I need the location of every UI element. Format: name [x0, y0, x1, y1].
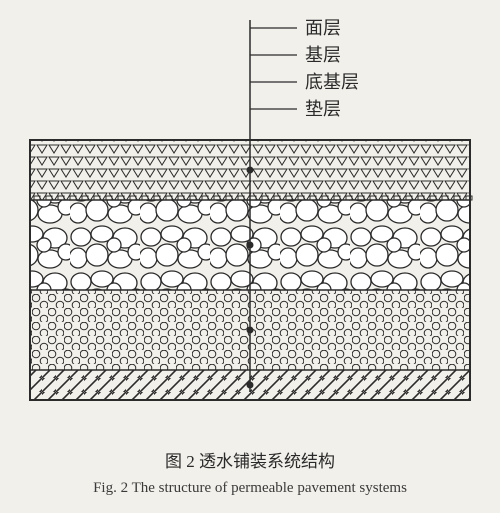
leader-dot: [247, 327, 254, 334]
figure-page: 面层基层底基层垫层 图 2 透水铺装系统结构 Fig. 2 The struct…: [0, 0, 500, 513]
caption-english: Fig. 2 The structure of permeable paveme…: [0, 480, 500, 497]
permeable-pavement-diagram: 面层基层底基层垫层: [0, 0, 500, 440]
layer-label-2: 基层: [305, 45, 341, 65]
leader-dot: [247, 242, 254, 249]
leader-dot: [247, 382, 254, 389]
caption-chinese: 图 2 透水铺装系统结构: [0, 447, 500, 472]
layer-label-4: 垫层: [305, 99, 341, 119]
leader-dot: [247, 167, 254, 174]
layer-label-3: 底基层: [305, 72, 359, 92]
layer-label-1: 面层: [305, 18, 341, 38]
